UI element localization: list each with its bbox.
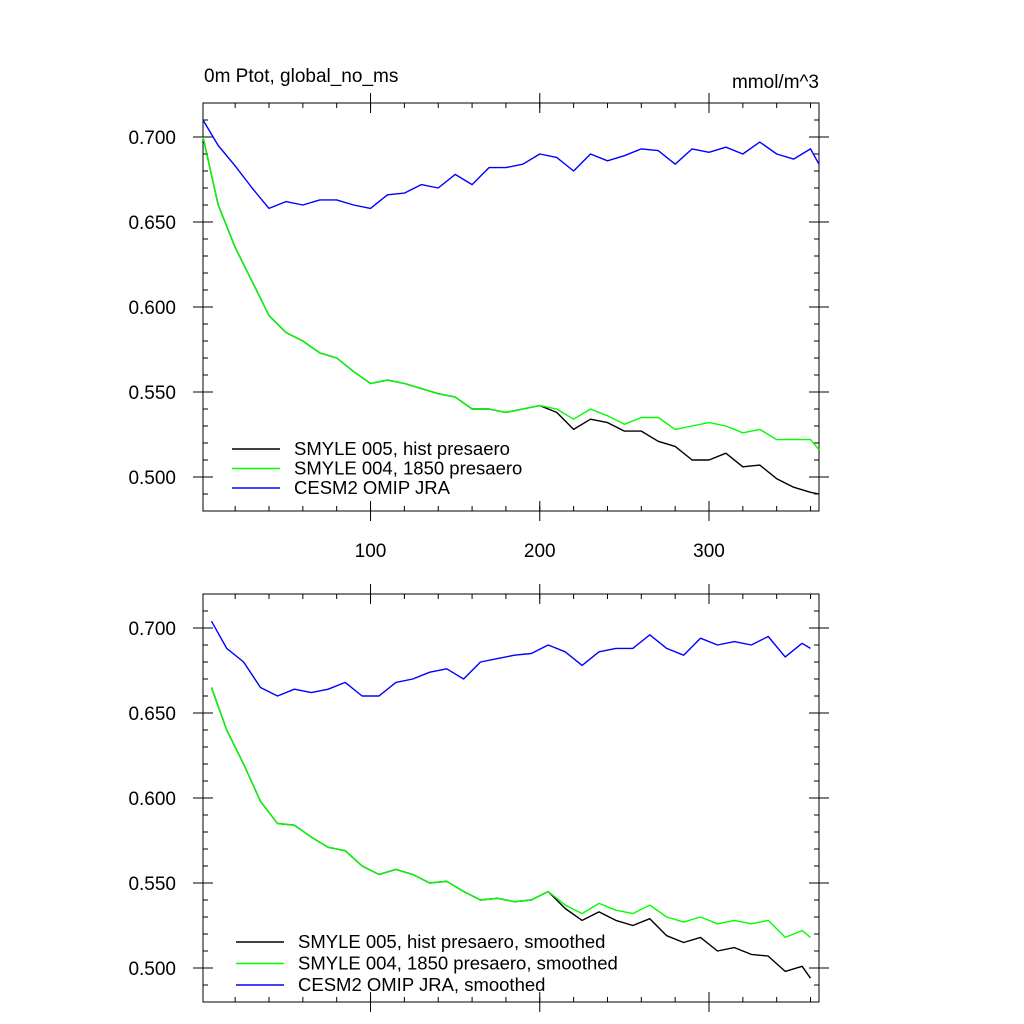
legend-label-2: SMYLE 004, 1850 presaero — [294, 458, 522, 479]
legend-label-3: CESM2 OMIP JRA, smoothed — [298, 974, 545, 995]
y-tick-label: 0.600 — [128, 789, 176, 810]
y-tick-label: 0.650 — [128, 704, 176, 725]
x-tick-label: 300 — [693, 541, 725, 562]
series-line-3 — [202, 119, 820, 210]
series-line-2 — [202, 136, 820, 451]
y-tick-label: 0.550 — [128, 383, 176, 404]
series-line-2 — [210, 687, 811, 939]
series-line-3 — [210, 620, 811, 697]
y-tick-label: 0.700 — [128, 619, 176, 640]
y-tick-label: 0.500 — [128, 959, 176, 980]
legend-label-3: CESM2 OMIP JRA — [294, 477, 451, 498]
legend-label-1: SMYLE 005, hist presaero, smoothed — [298, 931, 605, 952]
x-tick-label: 200 — [524, 541, 556, 562]
x-tick-label: 100 — [355, 541, 387, 562]
y-tick-label: 0.500 — [128, 468, 176, 489]
chart-panel-1: 0.500 0.550 0.600 0.650 0.700 100 200 300 SMYLE … — [128, 93, 829, 562]
chart-units: mmol/m^3 — [732, 72, 819, 93]
legend-label-1: SMYLE 005, hist presaero — [294, 438, 510, 459]
legend-label-2: SMYLE 004, 1850 presaero, smoothed — [298, 953, 618, 974]
legend: SMYLE 005, hist presaero, smoothedSMYLE … — [236, 931, 618, 995]
chart-panel-2: 0.500 0.550 0.600 0.650 0.700 SMYLE 005, hist… — [128, 584, 829, 1012]
y-tick-label: 0.700 — [128, 128, 176, 149]
y-tick-label: 0.600 — [128, 298, 176, 319]
chart-title: 0m Ptot, global_no_ms — [204, 66, 398, 87]
y-tick-label: 0.650 — [128, 213, 176, 234]
y-tick-label: 0.550 — [128, 874, 176, 895]
